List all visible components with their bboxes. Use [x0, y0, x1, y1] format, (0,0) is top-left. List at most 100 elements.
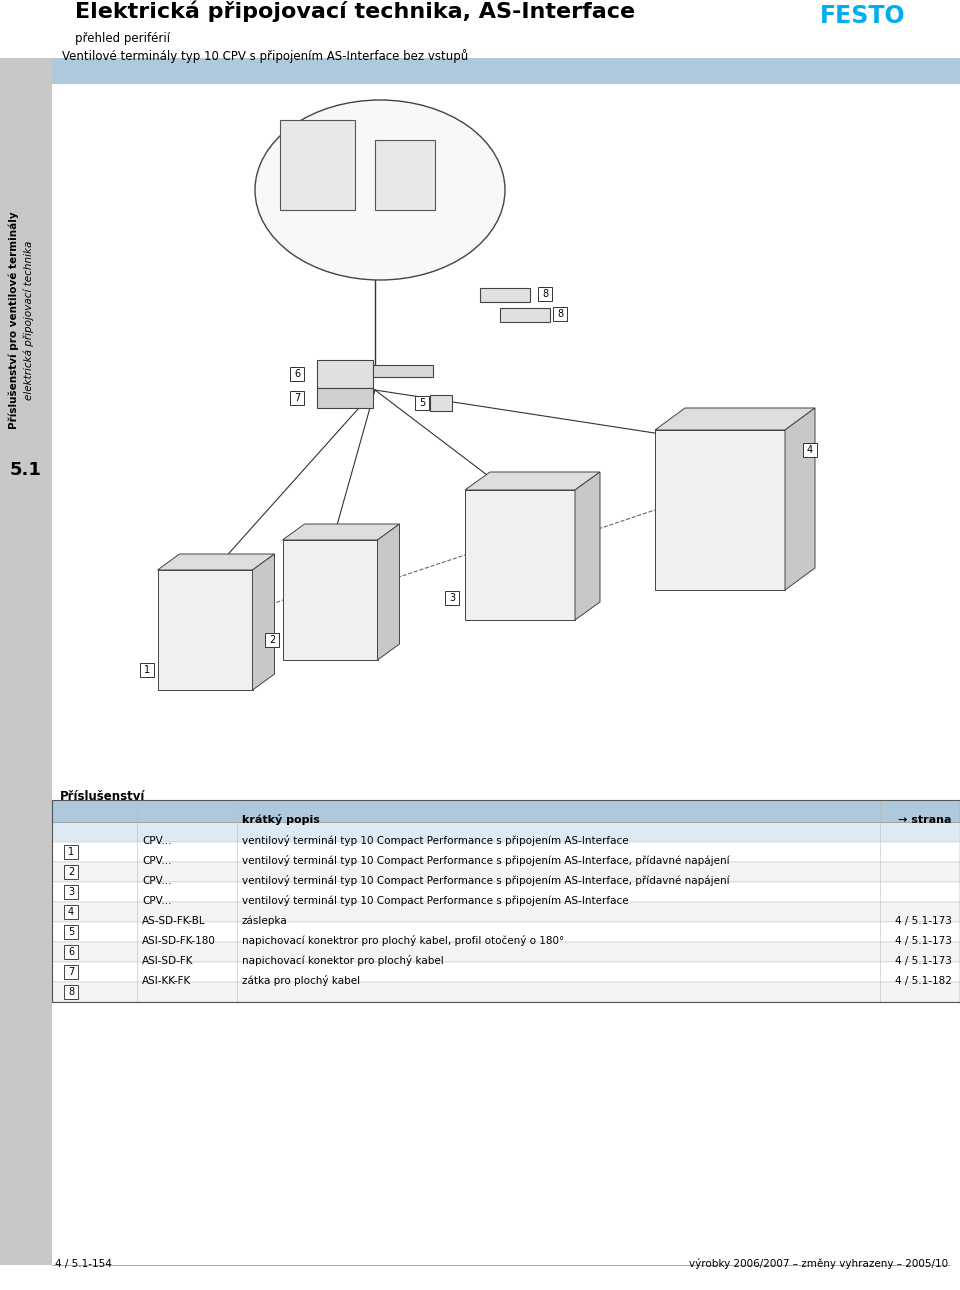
Bar: [52, 942, 960, 962]
Bar: [290, 366, 304, 381]
Bar: [0, 58, 52, 1265]
Text: 4 / 5.1-154: 4 / 5.1-154: [55, 1259, 112, 1269]
Bar: [415, 396, 429, 410]
Text: napichovací konektror pro plochý kabel, profil otočený o 180°: napichovací konektror pro plochý kabel, …: [242, 935, 564, 946]
Bar: [52, 822, 960, 842]
Text: 4 / 5.1-173: 4 / 5.1-173: [895, 916, 952, 926]
Text: ASI-KK-FK: ASI-KK-FK: [142, 977, 191, 986]
Bar: [265, 633, 279, 648]
Polygon shape: [465, 472, 600, 490]
Polygon shape: [282, 524, 399, 541]
Bar: [52, 800, 960, 822]
Text: 5: 5: [68, 928, 74, 937]
Bar: [465, 490, 575, 620]
Ellipse shape: [255, 101, 505, 280]
Text: 4: 4: [807, 445, 813, 455]
Polygon shape: [785, 408, 815, 590]
Text: Elektrická připojovací technika, AS-Interface: Elektrická připojovací technika, AS-Inte…: [75, 0, 636, 22]
Bar: [64, 946, 78, 958]
Bar: [157, 570, 252, 690]
Text: CPV...: CPV...: [142, 836, 172, 846]
Text: ASI-SD-FK: ASI-SD-FK: [142, 956, 194, 966]
Bar: [430, 395, 452, 412]
Text: záslepka: záslepka: [242, 916, 288, 926]
Text: 1: 1: [144, 666, 150, 675]
Text: přehled periférií: přehled periférií: [75, 32, 170, 45]
Bar: [64, 885, 78, 899]
Text: ventilový terminál typ 10 Compact Performance s připojením AS-Interface, přídavn: ventilový terminál typ 10 Compact Perfor…: [242, 855, 730, 866]
Bar: [52, 982, 960, 1002]
Text: napichovací konektor pro plochý kabel: napichovací konektor pro plochý kabel: [242, 955, 444, 966]
Text: 4: 4: [68, 907, 74, 917]
Text: 2: 2: [68, 867, 74, 877]
Text: CPV...: CPV...: [142, 897, 172, 906]
Bar: [803, 442, 817, 457]
Text: 7: 7: [68, 968, 74, 977]
Text: zátka pro plochý kabel: zátka pro plochý kabel: [242, 975, 360, 986]
Bar: [64, 986, 78, 998]
Text: 4 / 5.1-173: 4 / 5.1-173: [895, 937, 952, 946]
Text: 8: 8: [557, 310, 564, 319]
Bar: [64, 925, 78, 939]
Bar: [317, 360, 373, 388]
Text: výrobky 2006/2007 – změny vyhrazeny – 2005/10: výrobky 2006/2007 – změny vyhrazeny – 20…: [689, 1258, 948, 1269]
Text: 5: 5: [419, 399, 425, 408]
Bar: [64, 866, 78, 878]
Bar: [317, 388, 373, 408]
Polygon shape: [157, 553, 275, 570]
Text: 2: 2: [269, 635, 276, 645]
Text: 8: 8: [68, 987, 74, 997]
Polygon shape: [377, 524, 399, 660]
Text: krátký popis: krátký popis: [242, 814, 320, 826]
Text: 4 / 5.1-182: 4 / 5.1-182: [895, 977, 952, 986]
Bar: [280, 120, 355, 210]
Text: ventilový terminál typ 10 Compact Performance s připojením AS-Interface, přídavn: ventilový terminál typ 10 Compact Perfor…: [242, 875, 730, 886]
Text: elektrická připojovací technika: elektrická připojovací technika: [24, 240, 35, 400]
Text: 5.1: 5.1: [10, 461, 42, 479]
Bar: [373, 365, 433, 377]
Polygon shape: [252, 553, 275, 690]
Bar: [52, 922, 960, 942]
Text: 7: 7: [294, 393, 300, 402]
Text: Ventilové terminály typ 10 CPV s připojením AS-Interface bez vstupů: Ventilové terminály typ 10 CPV s připoje…: [62, 49, 468, 63]
Text: ventilový terminál typ 10 Compact Performance s připojením AS-Interface: ventilový terminál typ 10 Compact Perfor…: [242, 835, 629, 846]
Text: → strana: → strana: [899, 815, 952, 826]
Bar: [553, 307, 567, 321]
Text: ventilový terminál typ 10 Compact Performance s připojením AS-Interface: ventilový terminál typ 10 Compact Perfor…: [242, 895, 629, 906]
Bar: [290, 391, 304, 405]
Bar: [64, 906, 78, 918]
Bar: [375, 141, 435, 210]
Text: FESTO: FESTO: [820, 4, 905, 28]
Bar: [52, 862, 960, 882]
Bar: [64, 965, 78, 979]
Text: Příslušenství pro ventilové terminály: Příslušenství pro ventilové terminály: [9, 212, 19, 428]
Bar: [52, 84, 960, 789]
Bar: [52, 800, 960, 1002]
Bar: [140, 663, 154, 677]
Bar: [655, 430, 785, 590]
Bar: [445, 591, 459, 605]
Bar: [282, 541, 377, 660]
Bar: [52, 902, 960, 922]
Text: 3: 3: [68, 888, 74, 897]
Text: CPV...: CPV...: [142, 857, 172, 866]
Bar: [500, 308, 550, 322]
Polygon shape: [575, 472, 600, 620]
Bar: [52, 842, 960, 862]
Text: ASI-SD-FK-180: ASI-SD-FK-180: [142, 937, 216, 946]
Text: 8: 8: [542, 289, 548, 299]
Polygon shape: [655, 408, 815, 430]
Text: Příslušenství: Příslušenství: [60, 789, 145, 802]
Text: 6: 6: [294, 369, 300, 379]
Text: 1: 1: [68, 848, 74, 857]
Bar: [538, 286, 552, 301]
Bar: [52, 58, 960, 84]
Text: AS-SD-FK-BL: AS-SD-FK-BL: [142, 916, 205, 926]
Bar: [52, 962, 960, 982]
Text: 3: 3: [449, 593, 455, 602]
Text: 6: 6: [68, 947, 74, 957]
Bar: [480, 288, 530, 302]
Text: 4 / 5.1-173: 4 / 5.1-173: [895, 956, 952, 966]
Text: CPV...: CPV...: [142, 876, 172, 886]
Bar: [64, 845, 78, 859]
